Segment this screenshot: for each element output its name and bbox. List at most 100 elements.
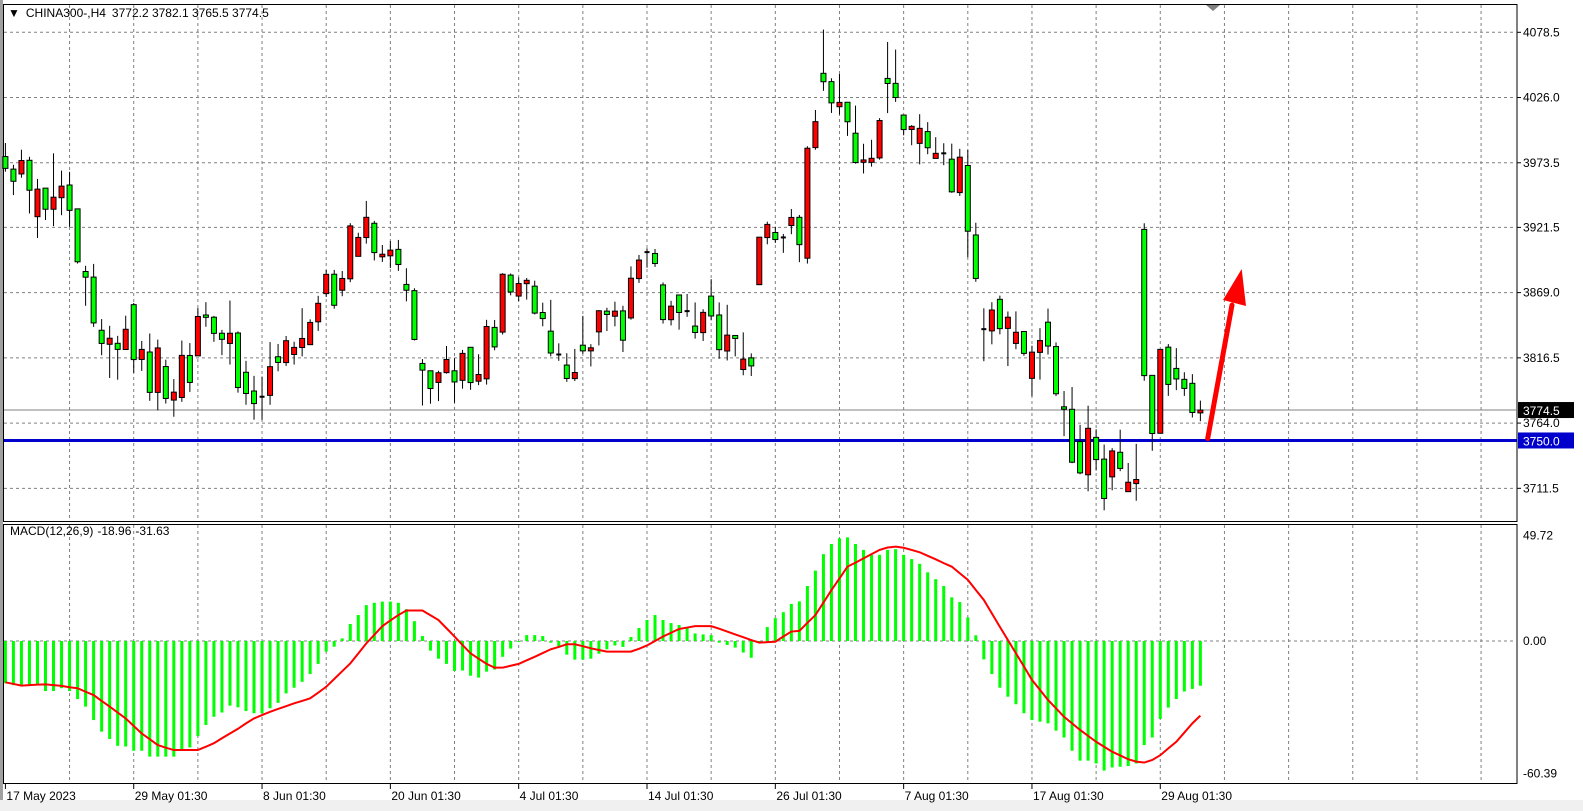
macd-histogram-bar bbox=[685, 627, 689, 641]
candle-body bbox=[868, 157, 875, 163]
candle bbox=[692, 302, 699, 339]
macd-histogram-bar bbox=[982, 641, 986, 660]
candle bbox=[491, 319, 498, 351]
candle bbox=[395, 239, 402, 271]
macd-histogram-bar bbox=[894, 549, 898, 641]
candle bbox=[243, 360, 249, 405]
time-tick-label: 7 Aug 01:30 bbox=[905, 789, 969, 803]
macd-histogram-bar bbox=[573, 641, 577, 660]
candle-body bbox=[700, 311, 707, 334]
candle bbox=[419, 359, 426, 406]
candle-body bbox=[1069, 408, 1076, 463]
candle-body bbox=[948, 158, 955, 193]
candle bbox=[443, 346, 450, 374]
candle bbox=[652, 248, 659, 267]
candle-body bbox=[251, 390, 258, 405]
macd-histogram-bar bbox=[613, 641, 617, 646]
candle bbox=[996, 295, 1003, 335]
macd-histogram-bar bbox=[1006, 641, 1010, 697]
macd-histogram-bar bbox=[100, 641, 104, 732]
candle bbox=[355, 232, 362, 257]
macd-histogram-bar bbox=[308, 641, 312, 675]
candle-body bbox=[900, 114, 907, 131]
macd-histogram-bar bbox=[1046, 641, 1050, 724]
candle bbox=[42, 187, 49, 221]
candle-body bbox=[1165, 346, 1172, 385]
candle-body bbox=[1125, 481, 1132, 493]
candle bbox=[676, 294, 683, 330]
candle bbox=[956, 148, 963, 196]
macd-histogram-bar bbox=[1070, 641, 1074, 751]
candle-body bbox=[579, 344, 586, 352]
price-tick-label: 4078.5 bbox=[1523, 25, 1560, 39]
candle bbox=[66, 171, 73, 227]
candle-body bbox=[1117, 451, 1124, 469]
candle bbox=[98, 319, 105, 356]
candle bbox=[451, 358, 458, 403]
candle-body bbox=[339, 277, 346, 291]
macd-name: MACD(12,26,9) bbox=[10, 524, 94, 538]
candle-body bbox=[18, 160, 25, 175]
triangle-down-icon[interactable]: ▼ bbox=[8, 6, 20, 20]
red-up-arrow-head bbox=[1223, 269, 1246, 307]
candle bbox=[748, 353, 755, 376]
candle bbox=[226, 300, 233, 365]
candle-body bbox=[267, 366, 274, 396]
candle bbox=[1173, 348, 1180, 391]
candle-body bbox=[194, 315, 201, 357]
candle-body bbox=[708, 295, 715, 317]
candle bbox=[563, 353, 570, 382]
macd-histogram-bar bbox=[236, 641, 240, 708]
candle bbox=[884, 41, 891, 114]
candle-body bbox=[724, 334, 731, 352]
candle bbox=[860, 143, 867, 174]
candle-body bbox=[1101, 458, 1108, 500]
macd-histogram-bar bbox=[1014, 641, 1018, 705]
macd-histogram-bar bbox=[1086, 641, 1090, 761]
candle-body bbox=[1020, 331, 1027, 354]
macd-histogram-bar bbox=[773, 618, 777, 641]
candle bbox=[82, 265, 89, 306]
macd-histogram-bar bbox=[493, 641, 497, 670]
candle-body bbox=[34, 188, 41, 218]
macd-histogram-bar bbox=[565, 641, 569, 655]
candle bbox=[908, 125, 915, 146]
candle-body bbox=[924, 131, 931, 149]
candle-body bbox=[908, 125, 915, 130]
candle-body bbox=[595, 310, 602, 333]
macd-tick-label: 49.72 bbox=[1523, 529, 1553, 543]
candle bbox=[315, 295, 322, 331]
candle-body bbox=[932, 152, 939, 159]
candle bbox=[523, 277, 530, 300]
macd-histogram-bar bbox=[284, 641, 288, 694]
candle-body bbox=[1045, 321, 1051, 347]
candle bbox=[186, 343, 193, 392]
macd-histogram-bar bbox=[1062, 641, 1066, 738]
chart-shift-marker-icon bbox=[1206, 5, 1220, 11]
candle-body bbox=[1173, 367, 1180, 380]
candle bbox=[900, 114, 907, 136]
candle-body bbox=[114, 342, 121, 350]
macd-histogram-bar bbox=[244, 641, 248, 712]
macd-histogram-bar bbox=[324, 641, 328, 652]
macd-histogram-bar bbox=[124, 641, 128, 747]
current-price-label: 3774.5 bbox=[1523, 404, 1560, 418]
candle bbox=[259, 376, 265, 420]
candle bbox=[635, 254, 642, 283]
candle bbox=[1101, 444, 1108, 511]
price-tick-label: 3869.0 bbox=[1523, 286, 1560, 300]
candle bbox=[556, 343, 562, 361]
candle bbox=[122, 315, 129, 351]
time-tick-label: 29 Aug 01:30 bbox=[1161, 789, 1232, 803]
candle-body bbox=[355, 236, 362, 257]
candle bbox=[18, 149, 25, 178]
macd-histogram-bar bbox=[172, 641, 176, 757]
candle bbox=[1157, 348, 1164, 434]
macd-histogram-bar bbox=[348, 624, 352, 641]
signal-value: -31.63 bbox=[135, 524, 170, 538]
macd-histogram-bar bbox=[212, 641, 216, 717]
macd-histogram-bar bbox=[148, 641, 152, 757]
candle-body bbox=[178, 354, 185, 398]
candle bbox=[234, 331, 241, 393]
